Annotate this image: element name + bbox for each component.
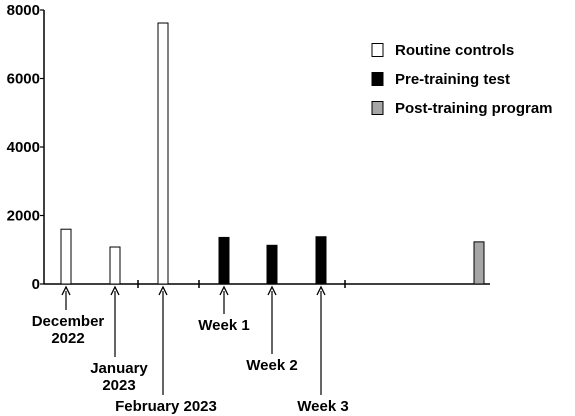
category-label: December [32, 313, 105, 330]
legend-label: Routine controls [395, 42, 514, 59]
bar-5 [266, 244, 278, 285]
y-tick-label: 0 [32, 276, 40, 293]
legend-swatch [371, 101, 384, 115]
legend: Routine controls Pre-training test Post-tr… [371, 42, 553, 117]
bar-6 [315, 236, 327, 285]
annotation-arrowhead [61, 285, 71, 296]
category-label: Week 1 [198, 317, 249, 334]
legend-swatch [371, 43, 384, 57]
bar-7 [473, 241, 485, 285]
legend-label: Pre-training test [395, 71, 510, 88]
annotation-arrowhead [316, 285, 326, 296]
category-label: February 2023 [115, 398, 217, 415]
annotation-arrowhead [267, 285, 277, 296]
bar-3 [157, 22, 169, 285]
bars [60, 22, 485, 285]
category-label: 2022 [51, 330, 84, 347]
bar-2 [109, 246, 121, 285]
category-label: January [90, 360, 148, 377]
annotation-arrowhead [158, 285, 168, 296]
y-tick-label: 6000 [7, 71, 40, 88]
category-label: Week 3 [297, 398, 348, 415]
legend-label: Post-training program [395, 100, 553, 117]
bar-1 [60, 228, 72, 285]
category-label: Week 2 [246, 357, 297, 374]
category-label: 2023 [102, 377, 135, 394]
y-tick-label: 2000 [7, 208, 40, 225]
y-tick-label: 4000 [7, 139, 40, 156]
bar-4 [218, 236, 230, 285]
y-tick-label: 8000 [7, 2, 40, 19]
annotation-arrowhead [110, 285, 120, 296]
legend-swatch [371, 72, 384, 86]
annotation-arrowhead [219, 285, 229, 296]
